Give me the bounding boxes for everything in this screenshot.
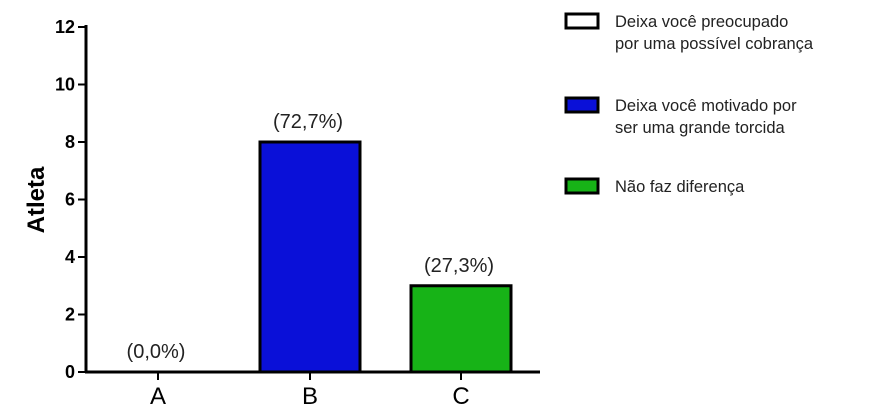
y-tick-label: 0 [65,362,75,382]
legend-label: Não faz diferença [615,178,745,196]
legend-label: Deixa você preocupado [615,13,788,31]
y-tick-label: 12 [55,17,75,37]
y-axis-label: Atleta [23,166,50,233]
legend-swatch [564,12,600,30]
x-tick-label: B [302,383,318,410]
legend-swatch [564,177,600,195]
y-tick-label: 10 [55,75,75,95]
y-tick-label: 4 [65,247,75,267]
x-tick-label: C [452,383,469,410]
x-tick-label: A [150,383,166,410]
legend: Deixa você preocupado por uma possível co… [564,12,814,196]
data-label: (27,3%) [424,255,494,277]
legend-label: por uma possível cobrança [615,35,814,53]
data-label: (72,7%) [273,111,343,133]
y-tick-label: 2 [65,305,75,325]
y-tick-label: 6 [65,190,75,210]
legend-label: ser uma grande torcida [615,119,785,137]
axes: 0 2 4 6 8 10 12 A B C [55,17,540,410]
bars: (0,0%) (72,7%) (27,3%) [127,111,513,374]
bar [258,140,362,374]
bar [409,284,513,374]
y-tick-label: 8 [65,132,75,152]
legend-label: Deixa você motivado por [615,97,797,115]
data-label: (0,0%) [127,341,186,363]
legend-swatch [564,96,600,114]
